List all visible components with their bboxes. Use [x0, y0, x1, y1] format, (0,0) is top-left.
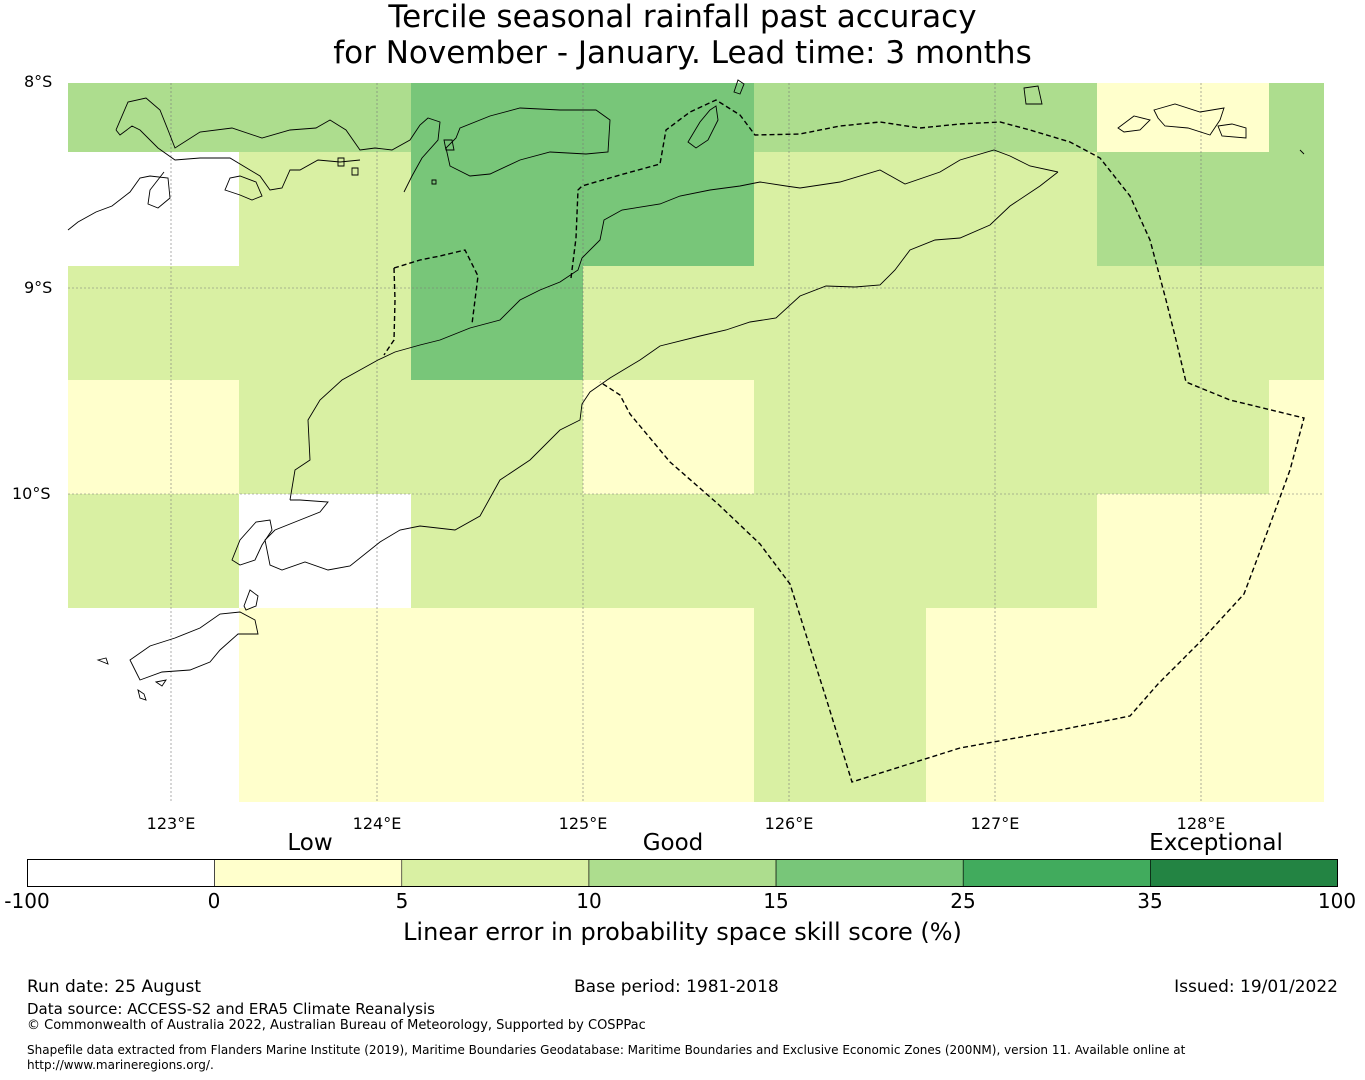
grid-cell — [411, 266, 583, 380]
grid-cell — [239, 266, 411, 380]
skill-grid — [68, 83, 1324, 802]
grid-cell — [1269, 722, 1324, 802]
issued-date: Issued: 19/01/2022 — [1174, 977, 1338, 997]
grid-cell — [239, 494, 411, 608]
grid-cell — [583, 83, 754, 152]
cbar-tick: 15 — [763, 889, 789, 913]
grid-cell — [239, 722, 411, 802]
grid-cell — [68, 722, 239, 802]
grid-cell — [68, 266, 239, 380]
lat-label-10s: 10°S — [12, 484, 51, 503]
grid-cell — [583, 152, 754, 266]
grid-cell — [926, 380, 1097, 494]
grid-cell — [239, 83, 411, 152]
grid-cell — [1097, 83, 1269, 152]
grid-cell — [583, 266, 754, 380]
grid-cell — [1097, 380, 1269, 494]
base-period: Base period: 1981-2018 — [574, 977, 779, 997]
lon-label-123e: 123°E — [146, 814, 196, 833]
grid-cell — [754, 380, 926, 494]
cbar-tick: 35 — [1137, 889, 1163, 913]
copyright: © Commonwealth of Australia 2022, Austra… — [27, 1018, 646, 1033]
graticule — [68, 83, 1324, 802]
grid-cell — [583, 494, 754, 608]
maritime-boundaries — [383, 99, 1305, 783]
lat-label-8s: 8°S — [24, 72, 53, 91]
grid-cell — [926, 608, 1097, 722]
grid-cell — [411, 152, 583, 266]
grid-cell — [239, 608, 411, 722]
grid-cell — [1269, 494, 1324, 608]
grid-cell — [68, 608, 239, 722]
cbar-tick: 5 — [395, 889, 409, 913]
grid-cell — [754, 83, 926, 152]
category-exceptional: Exceptional — [1149, 830, 1283, 856]
grid-cell — [1097, 608, 1269, 722]
grid-cell — [754, 266, 926, 380]
grid-cell — [1097, 722, 1269, 802]
map-title-line2: for November - January. Lead time: 3 mon… — [333, 35, 1032, 71]
grid-cell — [411, 83, 583, 152]
grid-cell — [1269, 380, 1324, 494]
grid-cell — [1269, 83, 1324, 152]
grid-cell — [68, 380, 239, 494]
category-low: Low — [287, 830, 333, 856]
lon-label-126e: 126°E — [764, 814, 814, 833]
grid-cell — [926, 152, 1097, 266]
grid-cell — [754, 152, 926, 266]
grid-cell — [583, 608, 754, 722]
grid-cell — [926, 266, 1097, 380]
grid-cell — [1097, 494, 1269, 608]
grid-cell — [754, 722, 926, 802]
cbar-tick: 10 — [576, 889, 602, 913]
grid-cell — [926, 83, 1097, 152]
cbar-tick: -100 — [4, 889, 50, 913]
grid-cell — [68, 83, 239, 152]
colorbar-label: Linear error in probability space skill … — [403, 918, 962, 946]
map-title-line1: Tercile seasonal rainfall past accuracy — [388, 0, 977, 35]
grid-cell — [926, 494, 1097, 608]
grid-cell — [239, 152, 411, 266]
coastlines — [67, 79, 1305, 701]
grid-cell — [1097, 152, 1269, 266]
grid-cell — [68, 494, 239, 608]
grid-cell — [1269, 608, 1324, 722]
grid-cell — [239, 380, 411, 494]
grid-cell — [583, 380, 754, 494]
cbar-tick: 100 — [1317, 889, 1357, 913]
lon-label-128e: 128°E — [1176, 814, 1226, 833]
category-good: Good — [642, 830, 704, 856]
grid-cell — [583, 722, 754, 802]
grid-cell — [1269, 266, 1324, 380]
cbar-tick: 25 — [950, 889, 976, 913]
grid-cell — [411, 722, 583, 802]
grid-cell — [411, 608, 583, 722]
grid-cell — [754, 494, 926, 608]
shapefile-credit-line1: Shapefile data extracted from Flanders M… — [27, 1043, 1186, 1057]
grid-cell — [926, 722, 1097, 802]
lon-label-127e: 127°E — [970, 814, 1020, 833]
grid-cell — [68, 152, 239, 266]
shapefile-credit-line2: http://www.marineregions.org/. — [27, 1058, 214, 1072]
grid-cell — [1097, 266, 1269, 380]
grid-cell — [754, 608, 926, 722]
lon-label-124e: 124°E — [352, 814, 402, 833]
run-date: Run date: 25 August — [27, 977, 201, 997]
grid-cell — [411, 380, 583, 494]
grid-cell — [1269, 152, 1324, 266]
lat-label-9s: 9°S — [24, 278, 53, 297]
lon-label-125e: 125°E — [558, 814, 608, 833]
cbar-tick: 0 — [207, 889, 221, 913]
data-source: Data source: ACCESS-S2 and ERA5 Climate … — [27, 1000, 435, 1018]
grid-cell — [411, 494, 583, 608]
